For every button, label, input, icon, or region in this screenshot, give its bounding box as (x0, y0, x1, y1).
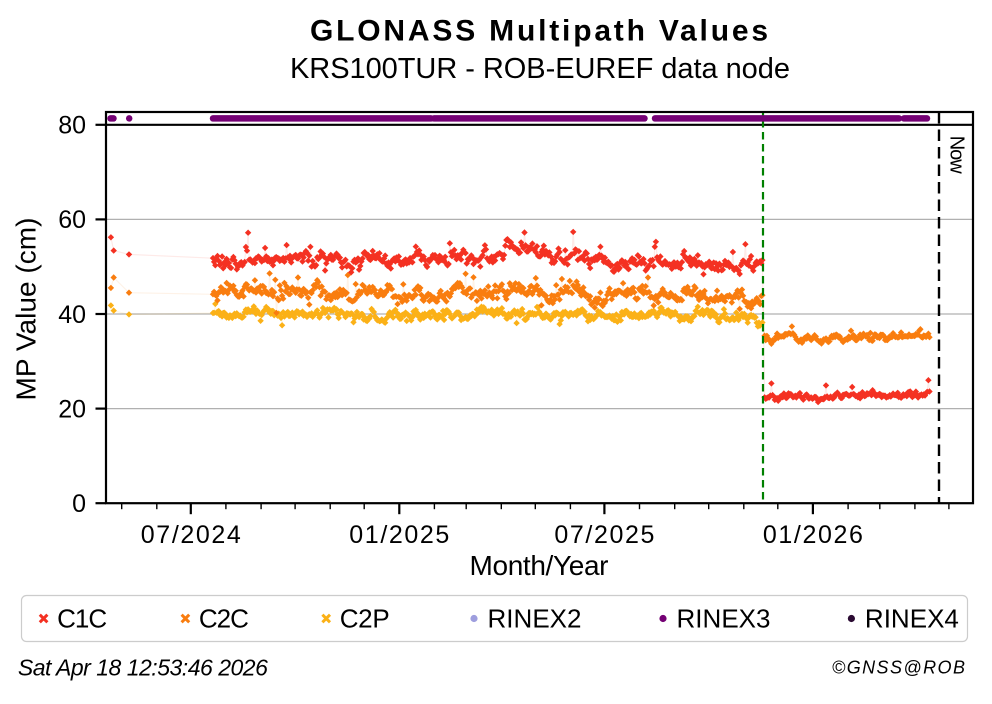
svg-text:RINEX4: RINEX4 (865, 604, 959, 634)
svg-text:©GNSS@ROB: ©GNSS@ROB (832, 657, 965, 677)
svg-text:01/2026: 01/2026 (763, 521, 863, 549)
svg-text:01/2025: 01/2025 (349, 521, 449, 549)
svg-text:MP Value (cm): MP Value (cm) (11, 218, 42, 401)
svg-text:60: 60 (58, 206, 86, 234)
svg-text:Sat Apr 18 12:53:46 2026: Sat Apr 18 12:53:46 2026 (18, 654, 268, 680)
svg-text:C2C: C2C (199, 604, 249, 634)
svg-text:07/2024: 07/2024 (141, 521, 241, 549)
svg-text:KRS100TUR - ROB-EUREF data nod: KRS100TUR - ROB-EUREF data node (290, 53, 790, 85)
svg-text:40: 40 (58, 301, 86, 329)
svg-text:RINEX3: RINEX3 (677, 604, 771, 634)
svg-text:Now: Now (946, 136, 968, 175)
svg-text:80: 80 (58, 112, 86, 140)
svg-text:Month/Year: Month/Year (470, 550, 609, 581)
svg-text:0: 0 (72, 490, 86, 518)
svg-text:07/2025: 07/2025 (554, 521, 654, 549)
svg-text:C2P: C2P (340, 604, 390, 634)
svg-text:20: 20 (58, 395, 86, 423)
svg-text:C1C: C1C (57, 604, 107, 634)
svg-text:RINEX2: RINEX2 (488, 604, 582, 634)
svg-text:GLONASS Multipath Values: GLONASS Multipath Values (310, 15, 768, 48)
